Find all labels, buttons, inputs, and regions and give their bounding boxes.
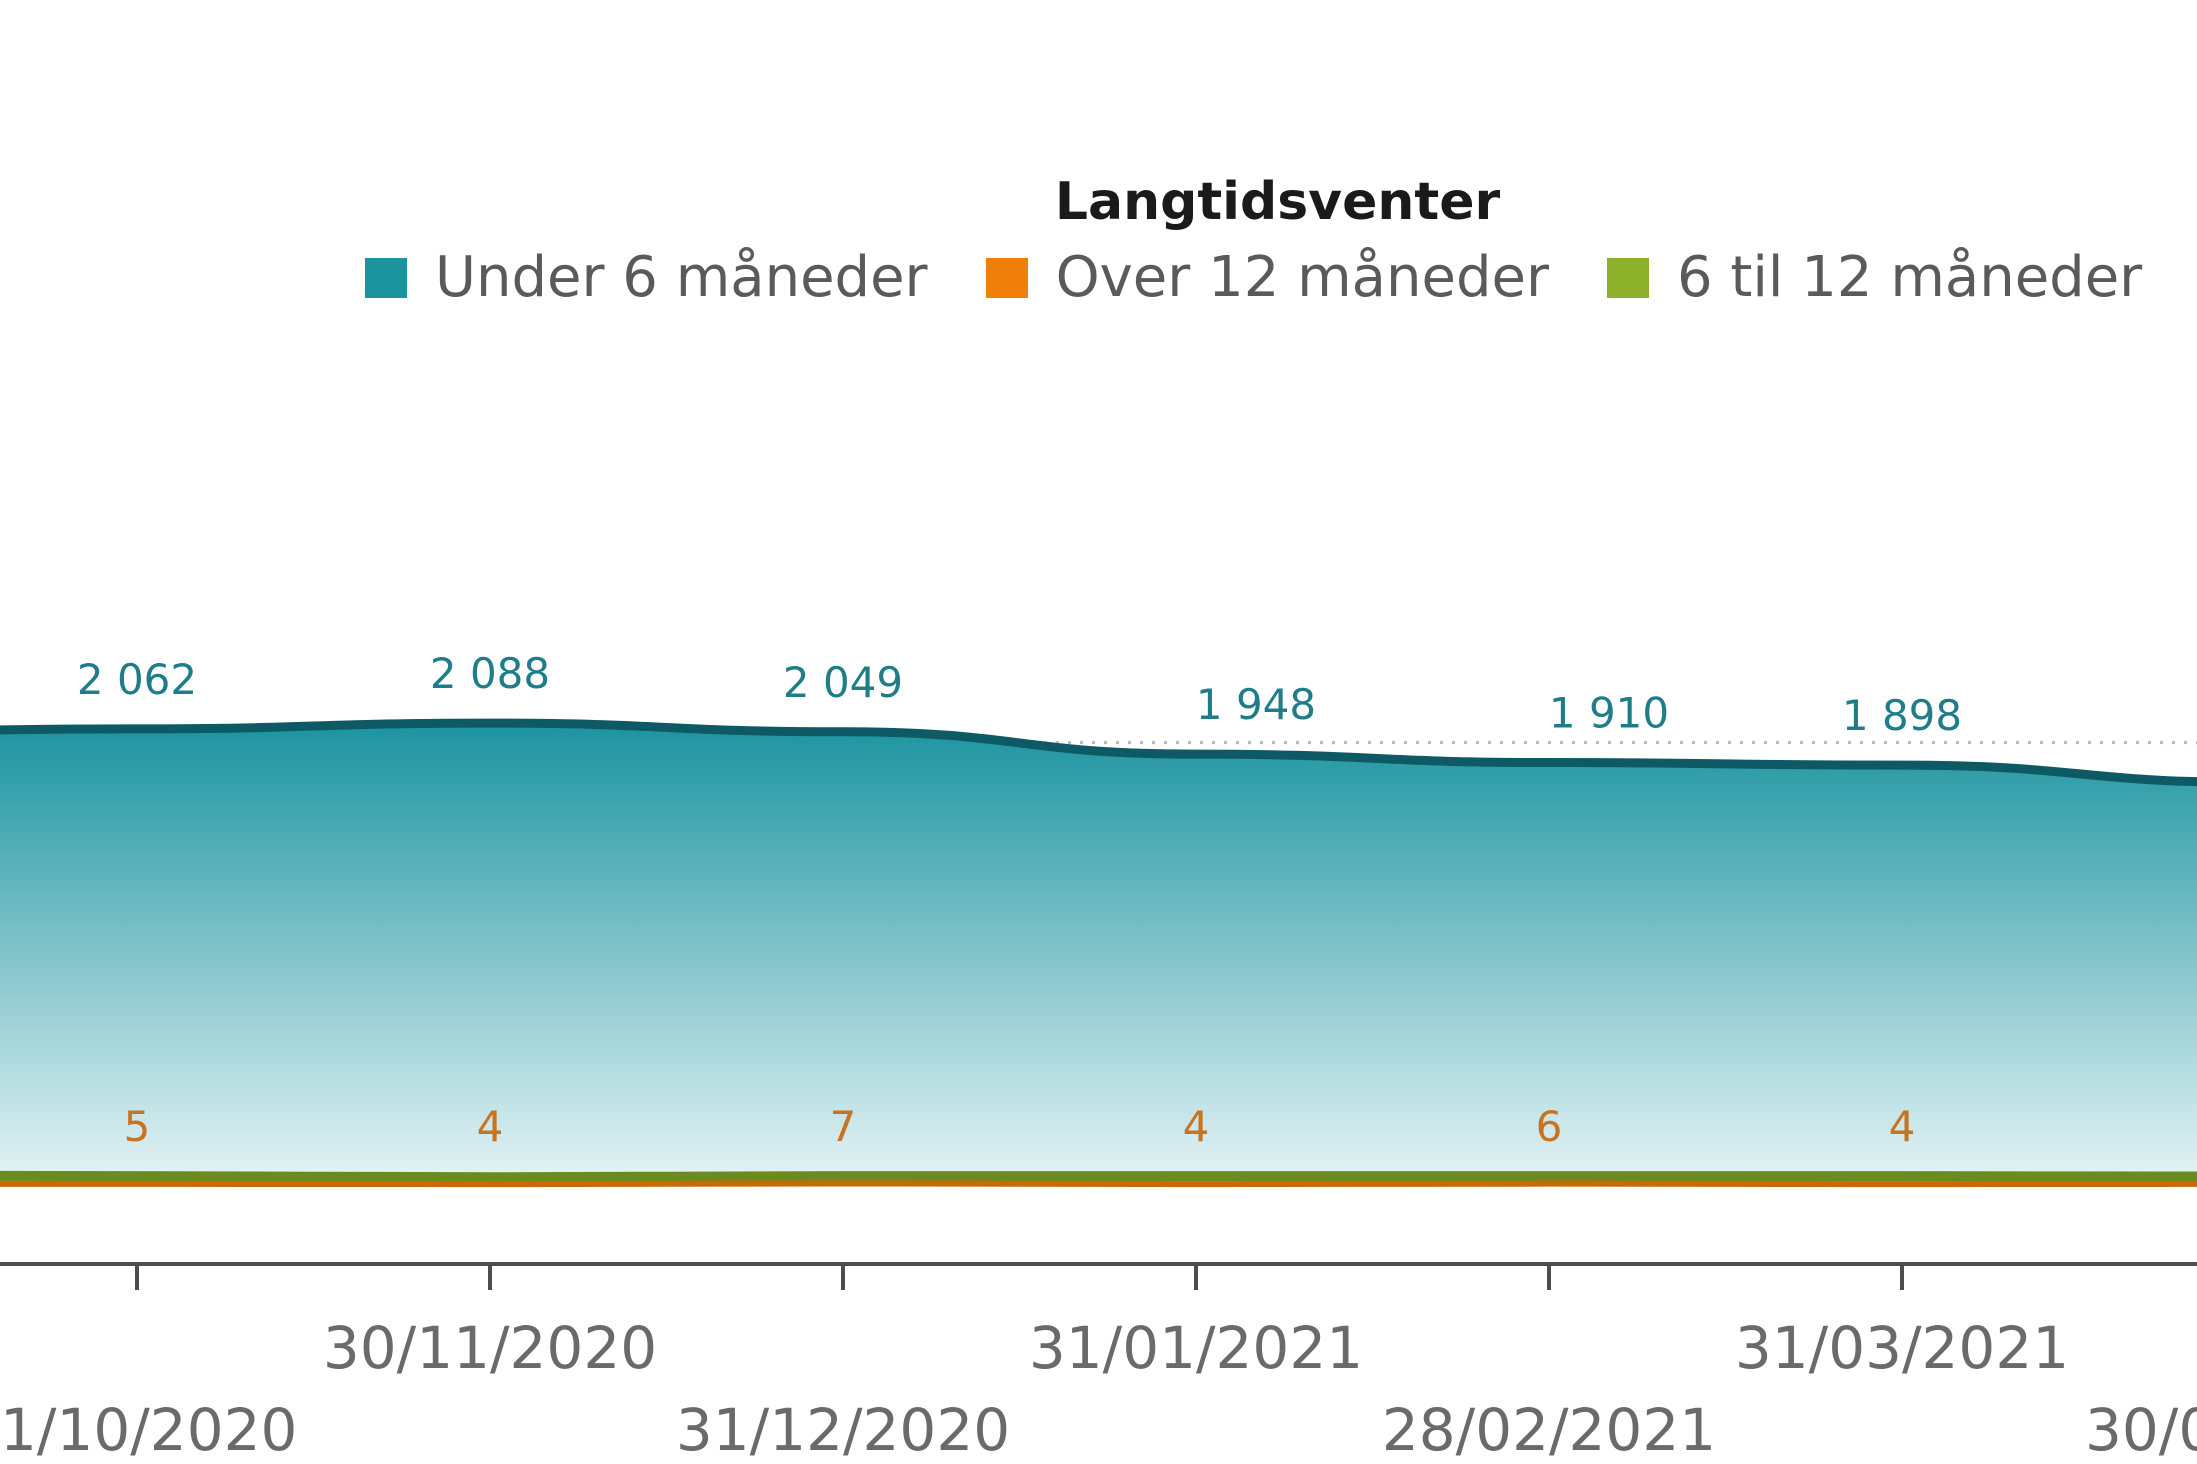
x-tick-label: 31/03/2021	[1735, 1314, 2069, 1382]
line-over-12	[0, 1180, 2197, 1188]
legend-swatch-6-to-12	[1606, 257, 1649, 298]
legend-label-6-to-12: 6 til 12 måneder	[1676, 245, 2143, 310]
data-label-under-6: 2 088	[430, 649, 550, 698]
legend: Under 6 måneder Over 12 måneder 6 til 12…	[365, 245, 2197, 310]
legend-swatch-under-6	[365, 257, 407, 298]
data-labels: 2 062 2 088 2 049 1 948 1 910 1 898 5 4 7 4 6 4	[77, 649, 1962, 1151]
legend-label-under-6: Under 6 måneder	[435, 245, 928, 310]
x-tick-label: 30/11/2020	[323, 1314, 657, 1382]
legend-item-over-12[interactable]: Over 12 måneder	[985, 245, 1549, 310]
data-label-over-12: 4	[1889, 1102, 1916, 1151]
legend-swatch-over-12	[985, 257, 1028, 298]
data-label-under-6: 2 062	[77, 655, 197, 704]
data-label-over-12: 4	[1183, 1102, 1210, 1151]
line-6-to-12	[0, 1170, 2197, 1183]
line-under-6	[0, 718, 2197, 787]
data-label-over-12: 4	[477, 1102, 504, 1151]
data-label-under-6: 1 948	[1196, 680, 1316, 729]
legend-item-6-to-12[interactable]: 6 til 12 måneder	[1606, 245, 2143, 310]
x-tick-label: 1/10/2020	[0, 1396, 297, 1464]
x-tick-label: 28/02/2021	[1382, 1396, 1716, 1464]
data-label-under-6: 1 910	[1549, 689, 1669, 738]
legend-title: Langtidsventer	[1054, 172, 1501, 232]
legend-item-under-6[interactable]: Under 6 måneder	[365, 245, 928, 310]
x-tick-label: 31/01/2021	[1029, 1314, 1363, 1382]
series-areas	[0, 718, 2197, 1188]
legend-label-over-12: Over 12 måneder	[1055, 245, 1549, 310]
data-label-under-6: 1 898	[1842, 691, 1962, 740]
data-label-over-12: 6	[1536, 1102, 1563, 1151]
x-axis: 1/10/2020 30/11/2020 31/12/2020 31/01/2021 2…	[0, 1262, 2197, 1464]
area-under-6	[0, 723, 2197, 1185]
data-label-over-12: 5	[124, 1102, 151, 1151]
data-label-under-6: 2 049	[783, 658, 903, 707]
x-tick-label: 30/0	[2085, 1396, 2197, 1464]
data-label-over-12: 7	[830, 1102, 857, 1151]
x-tick-label: 31/12/2020	[676, 1396, 1010, 1464]
